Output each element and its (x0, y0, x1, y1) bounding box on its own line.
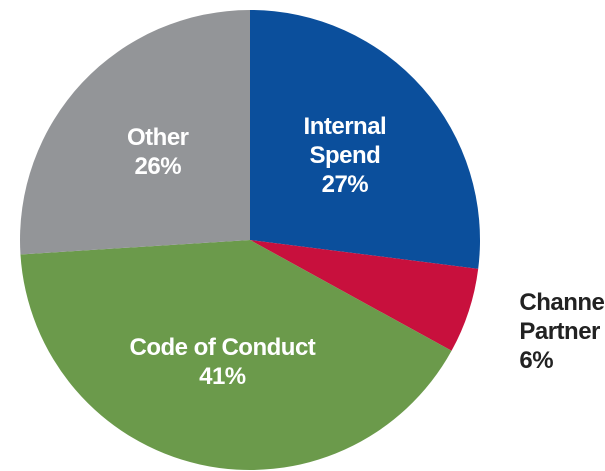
value-label: 26% (134, 153, 182, 181)
pie-slice (20, 240, 452, 470)
category-name: Channel Partner (519, 289, 605, 345)
slice-label: Other 26% (93, 125, 223, 183)
slice-label: Channel Partner 6% (519, 289, 605, 375)
value-label: 6% (519, 346, 554, 374)
slice-label: Code of Conduct 41% (120, 335, 325, 393)
category-name: Code of Conduct (129, 334, 316, 362)
value-label: 27% (321, 170, 369, 198)
slice-label: Internal Spend 27% (277, 113, 412, 199)
category-name: Other (127, 124, 189, 152)
category-name: Internal Spend (303, 113, 387, 169)
value-label: 41% (199, 363, 246, 391)
pie-slice (19, 10, 250, 255)
pie-slice (250, 10, 480, 269)
pie-slice (250, 240, 479, 351)
